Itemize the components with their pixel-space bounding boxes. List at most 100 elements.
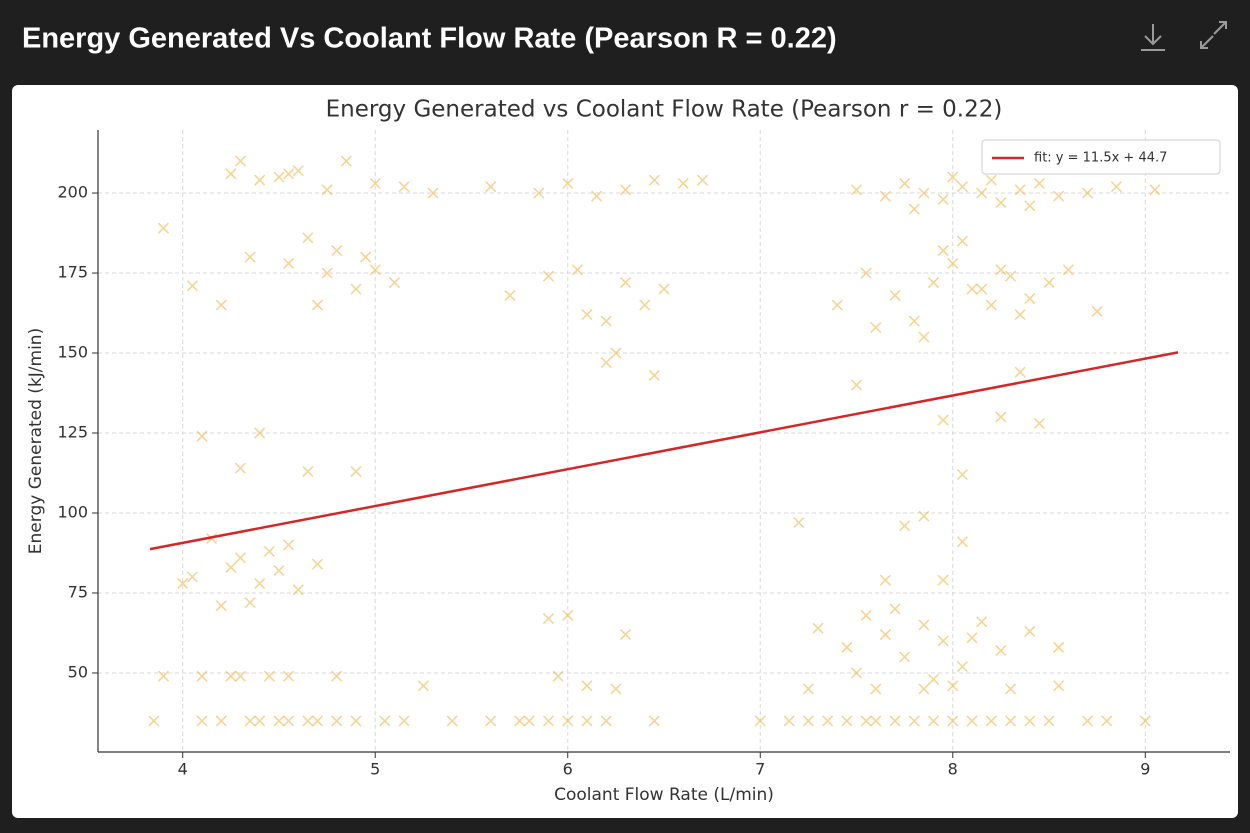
scatter-point — [619, 629, 632, 641]
scatter-point — [196, 670, 208, 682]
scatter-point — [802, 715, 814, 727]
scatter-point — [966, 715, 978, 727]
scatter-point — [918, 619, 930, 631]
scatter-point — [870, 683, 882, 695]
scatter-point — [610, 683, 622, 695]
scatter-point — [985, 174, 997, 186]
scatter-point — [398, 715, 410, 727]
scatter-point — [850, 379, 863, 391]
scatter-point — [908, 315, 920, 327]
x-tick-label: 8 — [948, 760, 958, 779]
scatter-point — [263, 545, 275, 557]
scatter-point — [908, 203, 920, 215]
scatter-point — [600, 715, 612, 727]
scatter-point — [812, 622, 824, 634]
scatter-point — [331, 715, 343, 727]
scatter-point — [1062, 264, 1074, 276]
scatter-point — [860, 715, 872, 727]
scatter-point — [927, 715, 940, 727]
scatter-point — [311, 558, 324, 570]
scatter-point — [908, 715, 920, 727]
scatter-point — [870, 715, 882, 727]
scatter-point — [552, 670, 564, 682]
legend-box — [981, 139, 1221, 175]
scatter-point — [581, 680, 593, 692]
scatter-point — [485, 181, 497, 193]
scatter-point — [937, 635, 949, 647]
scatter-point — [937, 414, 949, 426]
scatter-point — [966, 632, 978, 644]
legend-label: fit: y = 11.5x + 44.7 — [1034, 151, 1167, 166]
scatter-point — [889, 715, 901, 727]
scatter-point — [542, 270, 555, 282]
scatter-point — [860, 609, 872, 621]
plot-panel — [12, 85, 1238, 818]
scatter-point — [1139, 715, 1151, 727]
scatter-point — [244, 597, 256, 609]
scatter-point — [966, 283, 978, 295]
scatter-point — [918, 331, 930, 343]
y-tick-label: 150 — [57, 343, 88, 362]
scatter-point — [273, 171, 285, 183]
scatter-point — [244, 715, 256, 727]
scatter-point — [196, 430, 208, 442]
scatter-point — [976, 283, 988, 295]
scatter-point — [388, 277, 401, 289]
scatter-point — [292, 584, 304, 596]
scatter-point — [1053, 641, 1065, 653]
scatter-point — [350, 283, 362, 295]
scatter-point — [754, 715, 766, 727]
scatter-point — [581, 715, 593, 727]
y-tick-label: 75 — [68, 582, 88, 601]
scatter-point — [331, 245, 343, 257]
scatter-point — [283, 168, 295, 180]
scatter-point — [927, 673, 940, 685]
x-tick-label: 6 — [563, 760, 573, 779]
x-tick-label: 7 — [755, 760, 765, 779]
scatter-point — [985, 299, 997, 311]
scatter-point — [600, 357, 612, 369]
scatter-point — [918, 187, 930, 199]
scatter-point — [783, 715, 795, 727]
x-tick-label: 5 — [370, 760, 380, 779]
scatter-point — [234, 552, 247, 564]
scatter-point — [234, 155, 247, 167]
scatter-point — [802, 683, 814, 695]
scatter-point — [215, 715, 227, 727]
scatter-point — [841, 715, 853, 727]
scatter-point — [177, 577, 189, 589]
scatter-point — [610, 347, 622, 359]
scatter-point — [446, 715, 458, 727]
expand-icon[interactable] — [1200, 21, 1227, 49]
scatter-point — [1004, 715, 1017, 727]
scatter-point — [658, 283, 670, 295]
scatter-point — [562, 609, 574, 621]
scatter-point — [254, 715, 266, 727]
scatter-point — [1033, 417, 1045, 429]
scatter-point — [311, 715, 324, 727]
scatter-point — [157, 222, 170, 234]
scatter-point — [311, 299, 324, 311]
scatter-point — [937, 245, 949, 257]
scatter-point — [1043, 277, 1055, 289]
y-tick-label: 175 — [57, 263, 88, 282]
scatter-point — [369, 177, 381, 189]
scatter-point — [283, 539, 295, 551]
scatter-point — [648, 715, 660, 727]
scatter-point — [947, 680, 959, 692]
y-tick-label: 100 — [57, 502, 88, 521]
scatter-point — [254, 427, 266, 439]
scatter-point — [1081, 187, 1094, 199]
scatter-point — [822, 715, 834, 727]
chart-title: Energy Generated vs Coolant Flow Rate (P… — [326, 97, 1003, 123]
y-axis-label: Energy Generated (kJ/min) — [26, 328, 46, 554]
scatter-point — [995, 197, 1007, 209]
scatter-point — [899, 177, 911, 189]
scatter-point — [619, 277, 632, 289]
download-icon[interactable] — [1141, 24, 1165, 51]
scatter-point — [215, 600, 227, 612]
scatter-point — [283, 715, 295, 727]
scatter-point — [234, 670, 247, 682]
scatter-point — [225, 561, 237, 573]
